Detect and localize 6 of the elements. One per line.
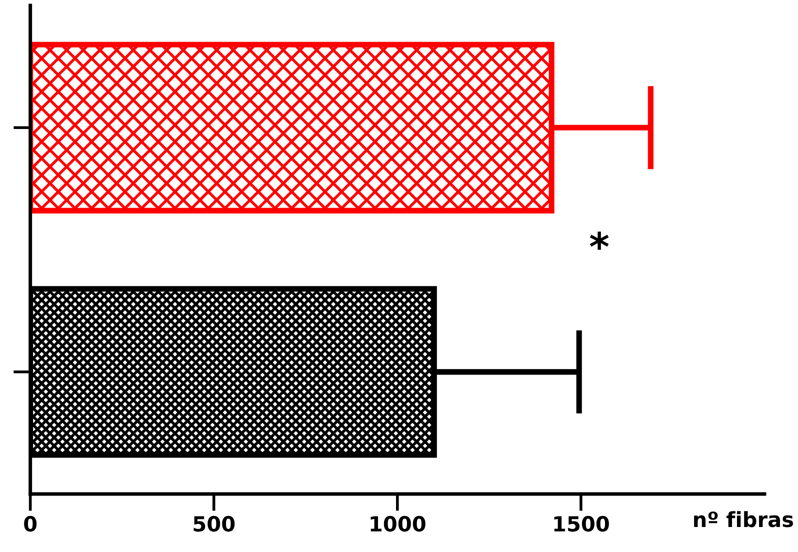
x-tick-label: 1500	[554, 516, 609, 532]
x-tick-label: 500	[194, 516, 235, 532]
x-axis-title: nº fibras	[694, 511, 794, 528]
x-tick-label: 0	[24, 516, 37, 532]
annotation: *	[590, 232, 609, 250]
x-tick-label: 1000	[370, 516, 426, 532]
